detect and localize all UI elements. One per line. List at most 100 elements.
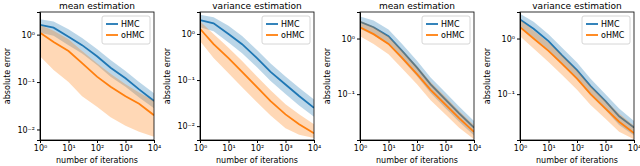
x-tick-mark bbox=[229, 140, 230, 143]
x-tick-label: 10² bbox=[91, 144, 104, 153]
x-tick-label: 10² bbox=[571, 144, 584, 153]
y-tick-mark bbox=[37, 129, 40, 130]
legend-swatch bbox=[106, 34, 118, 36]
legend: HMC oHMC bbox=[262, 16, 310, 44]
chart-title: variance estimation bbox=[212, 1, 301, 11]
legend-box bbox=[422, 16, 470, 44]
x-tick-label: 10¹ bbox=[542, 144, 555, 153]
x-tick: 10² bbox=[91, 140, 104, 153]
y-tick-label: 10⁰ bbox=[22, 31, 35, 40]
y-axis: 10⁻² 10⁻¹ 10⁰ bbox=[177, 13, 200, 141]
y-tick-label: 10⁻² bbox=[177, 122, 195, 131]
y-tick-label: 10⁻¹ bbox=[497, 90, 515, 99]
y-axis-title: absolute error bbox=[3, 47, 12, 104]
x-tick-label: 10⁰ bbox=[34, 144, 47, 153]
legend-swatch bbox=[586, 34, 598, 36]
y-tick-label: 10⁻² bbox=[17, 126, 35, 135]
legend-label: oHMC bbox=[441, 31, 465, 40]
figure: 10⁰10¹10²10³10⁴10⁻²10⁻¹10⁰mean estimatio… bbox=[0, 0, 640, 166]
x-axis-line bbox=[201, 141, 315, 144]
x-tick-label: 10¹ bbox=[382, 144, 395, 153]
plot-area bbox=[360, 16, 474, 139]
panel: 10⁰10¹10²10³10⁴10⁻¹10⁰variance estimatio… bbox=[483, 1, 640, 165]
y-axis: 10⁻¹10⁰ bbox=[497, 13, 520, 141]
x-tick-label: 10⁴ bbox=[308, 144, 321, 153]
x-tick-label: 10⁰ bbox=[194, 144, 207, 153]
x-axis-title: number of iterations bbox=[376, 156, 458, 165]
legend: HMCoHMC bbox=[102, 16, 150, 44]
y-tick-label: 10⁻¹ bbox=[337, 90, 355, 99]
x-axis-line bbox=[361, 141, 475, 144]
y-tick: 10⁻¹ bbox=[177, 76, 200, 85]
x-tick-label: 10² bbox=[411, 144, 424, 153]
x-tick-mark bbox=[257, 140, 258, 143]
legend-swatch bbox=[586, 23, 598, 25]
x-tick-label: 10⁴ bbox=[468, 144, 481, 153]
legend-swatch bbox=[106, 23, 118, 25]
y-axis-title: absolute error bbox=[163, 47, 172, 104]
x-tick-mark bbox=[314, 140, 315, 143]
x-tick: 10⁴ bbox=[148, 140, 161, 153]
y-axis: 10⁻² 10⁻¹ 10⁰ bbox=[17, 13, 40, 141]
x-tick: 10¹ bbox=[222, 140, 235, 153]
x-tick: 10³ bbox=[599, 140, 612, 153]
y-axis-title: absolute error bbox=[323, 47, 332, 104]
x-tick: 10³ bbox=[119, 140, 132, 153]
y-tick: 10⁰ bbox=[22, 31, 40, 40]
panel: 10⁰10¹10²10³10⁴10⁻¹10⁰mean estimationnum… bbox=[323, 1, 481, 165]
chart-title: mean estimation bbox=[379, 1, 455, 11]
legend-swatch bbox=[266, 23, 278, 25]
x-tick: 10¹ bbox=[62, 140, 75, 153]
legend-label: oHMC bbox=[121, 31, 145, 40]
legend-box bbox=[102, 16, 150, 44]
x-tick-label: 10³ bbox=[599, 144, 612, 153]
y-axis: 10⁻¹10⁰ bbox=[337, 13, 360, 141]
x-tick: 10⁰ bbox=[514, 140, 527, 153]
y-tick-label: 10⁻¹ bbox=[17, 78, 35, 87]
y-tick-mark bbox=[197, 34, 200, 35]
legend-label: HMC bbox=[601, 20, 620, 29]
plot-frame bbox=[360, 12, 474, 140]
x-tick-mark bbox=[577, 140, 578, 143]
x-tick-mark bbox=[286, 140, 287, 143]
series-line bbox=[40, 33, 154, 116]
y-tick-mark bbox=[197, 80, 200, 81]
x-axis: 10⁰ 10¹ 10² 10³ 10⁴ bbox=[514, 140, 640, 153]
x-tick-mark bbox=[417, 140, 418, 143]
x-tick: 10³ bbox=[279, 140, 292, 153]
y-tick-label: 10⁻¹ bbox=[177, 76, 195, 85]
x-tick-mark bbox=[97, 140, 98, 143]
x-tick-mark bbox=[634, 140, 635, 143]
x-tick-label: 10³ bbox=[439, 144, 452, 153]
series-line bbox=[200, 29, 314, 134]
plot-frame bbox=[520, 12, 634, 140]
x-tick: 10⁴ bbox=[468, 140, 481, 153]
y-tick: 10⁰ bbox=[182, 30, 200, 39]
x-tick-mark bbox=[474, 140, 475, 143]
y-tick: 10⁻² bbox=[17, 126, 40, 135]
plot-frame bbox=[40, 12, 154, 140]
legend-label: HMC bbox=[281, 20, 300, 29]
y-tick: 10⁻¹ bbox=[337, 90, 360, 99]
x-tick-label: 10³ bbox=[119, 144, 132, 153]
x-tick-label: 10¹ bbox=[62, 144, 75, 153]
chart-title: mean estimation bbox=[59, 1, 135, 11]
x-axis-line bbox=[41, 141, 155, 144]
x-tick: 10² bbox=[571, 140, 584, 153]
x-tick-label: 10⁴ bbox=[148, 144, 161, 153]
x-tick-label: 10³ bbox=[279, 144, 292, 153]
x-axis: 10⁰10¹10²10³10⁴ bbox=[354, 140, 481, 153]
x-tick-mark bbox=[154, 140, 155, 143]
legend-label: oHMC bbox=[281, 31, 305, 40]
y-tick-mark bbox=[37, 35, 40, 36]
x-tick: 10² bbox=[251, 140, 264, 153]
x-tick: 10² bbox=[411, 140, 424, 153]
legend-swatch bbox=[266, 34, 278, 36]
panel: 10⁰ 10¹ 10² 10³ 10⁴ 10⁻² 10⁻¹ 10⁰ variance estim… bbox=[163, 1, 321, 165]
legend-swatch bbox=[426, 34, 438, 36]
x-tick-label: 10⁴ bbox=[628, 144, 640, 153]
legend-box bbox=[262, 16, 310, 44]
x-axis: 10⁰ 10¹ 10² 10³ 10⁴ bbox=[34, 140, 161, 153]
confidence-band bbox=[200, 21, 314, 138]
plot-area bbox=[520, 14, 634, 140]
